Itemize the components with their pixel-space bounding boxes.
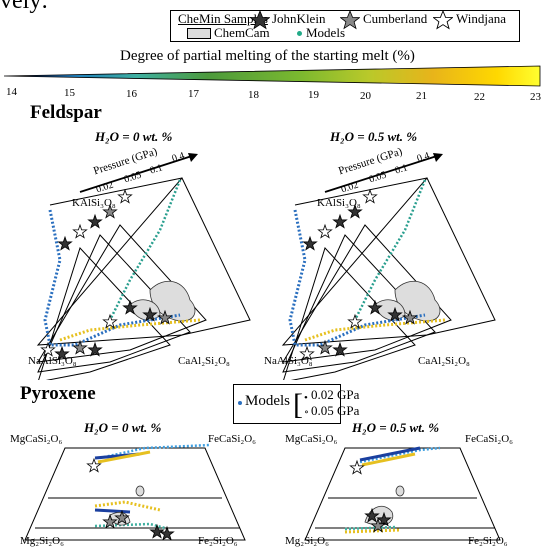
windjana-star-icon	[433, 10, 453, 30]
legend-windjana: Windjana	[456, 11, 507, 26]
scale-tick: 20	[360, 90, 371, 102]
scale-tick: 19	[308, 89, 319, 101]
feldspar-left-corner-top: KAlSi₃O₈	[72, 197, 116, 209]
pyroxene-left-corner-bl: Mg₂Si₂O₆	[20, 535, 64, 547]
feldspar-left-corner-left: NaAlSi₃O₈	[28, 355, 77, 367]
feldspar-right-corner-left: NaAlSi₃O₈	[264, 355, 313, 367]
bracket-icon: [	[293, 388, 303, 421]
pyroxene-right-corner-tl: MgCaSi₂O₆	[285, 433, 338, 445]
cumberland-star-icon	[340, 10, 360, 30]
models-pressure-entry: 0.05 GPa	[311, 403, 360, 418]
pyroxene-left-corner-br: Fe₂Si₂O₆	[198, 535, 238, 547]
scale-tick: 16	[126, 88, 137, 100]
scale-tick: 17	[188, 88, 199, 100]
feldspar-left-corner-right: CaAl₂Si₂O₈	[178, 355, 230, 367]
pyroxene-diagrams	[24, 443, 501, 541]
pyroxene-title: Pyroxene	[20, 383, 96, 404]
legend-box	[170, 10, 520, 42]
feldspar-panel-left-title: H₂O = 0 wt. %	[95, 129, 173, 144]
feldspar-right-corner-top: KAlSi₃O₈	[317, 197, 361, 209]
scale-tick: 23	[530, 91, 541, 103]
models-small-dot-icon	[238, 401, 242, 405]
legend-title: CheMin Samples	[178, 11, 268, 26]
feldspar-right-corner-right: CaAl₂Si₂O₈	[418, 355, 470, 367]
colorbar	[3, 65, 541, 87]
legend-models: Models	[306, 25, 345, 40]
models-pressure-legend	[233, 384, 341, 424]
feldspar-left-diagram	[36, 153, 251, 380]
header-fragment: vely:	[0, 0, 48, 14]
models-pressure-label: Models	[245, 393, 290, 409]
legend-cumberland: Cumberland	[363, 11, 428, 26]
models-dot-icon	[297, 31, 302, 36]
models-pressure-entry: 0.02 GPa	[311, 387, 360, 402]
scale-tick: 18	[248, 89, 259, 101]
legend-johnklein: JohnKlein	[272, 11, 326, 26]
scale-title: Degree of partial melting of the startin…	[120, 48, 415, 64]
pyroxene-panel-left-title: H₂O = 0 wt. %	[84, 420, 162, 435]
scale-tick: 15	[64, 87, 75, 99]
scale-tick: 22	[474, 91, 485, 103]
pyroxene-right-corner-tr: FeCaSi₂O₆	[465, 433, 514, 445]
chemcam-swatch	[187, 28, 211, 39]
hollow-dot-icon: ∘	[304, 407, 309, 418]
scale-tick: 21	[416, 90, 427, 102]
pyroxene-right-corner-bl: Mg₂Si₂O₆	[285, 535, 329, 547]
pyroxene-left-corner-tr: FeCaSi₂O₆	[208, 433, 257, 445]
legend-chemcam: ChemCam	[214, 25, 270, 40]
johnklein-star-icon	[250, 10, 270, 30]
filled-dot-icon: •	[304, 392, 308, 404]
feldspar-right-diagram	[281, 153, 496, 380]
feldspar-panel-right-title: H₂O = 0.5 wt. %	[330, 129, 418, 144]
feldspar-title: Feldspar	[30, 102, 102, 123]
pyroxene-right-corner-br: Fe₂Si₂O₆	[468, 535, 508, 547]
pyroxene-panel-right-title: H₂O = 0.5 wt. %	[352, 420, 440, 435]
scale-tick: 14	[6, 86, 17, 98]
pyroxene-left-corner-tl: MgCaSi₂O₆	[10, 433, 63, 445]
